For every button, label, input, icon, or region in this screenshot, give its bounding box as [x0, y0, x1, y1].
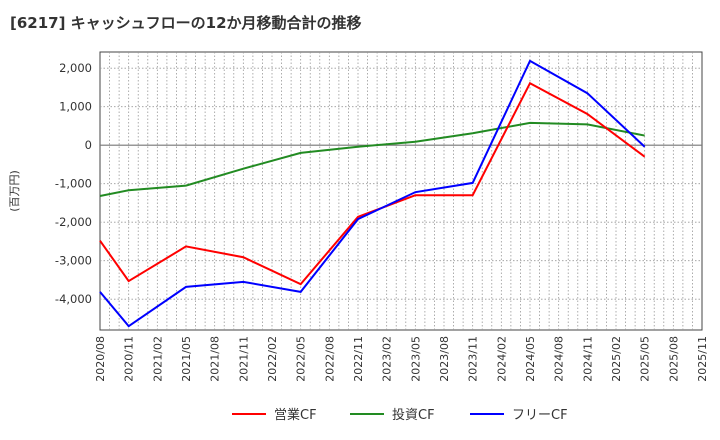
x-tick-label: 2025/08 — [667, 336, 680, 382]
chart-title: [6217] キャッシュフローの12か月移動合計の推移 — [10, 14, 362, 32]
y-tick-label: -4,000 — [55, 292, 92, 306]
x-tick-label: 2023/08 — [438, 336, 451, 382]
legend-label-0: 営業CF — [274, 407, 317, 423]
x-tick-label: 2023/02 — [381, 336, 394, 382]
x-tick-label: 2024/11 — [581, 336, 594, 382]
x-tick-label: 2022/08 — [323, 336, 336, 382]
x-tick-label: 2022/11 — [352, 336, 365, 382]
x-tick-label: 2025/11 — [696, 336, 709, 382]
y-tick-label: 2,000 — [59, 61, 92, 75]
y-tick-label: -3,000 — [55, 254, 92, 268]
x-tick-label: 2024/02 — [495, 336, 508, 382]
plot-area — [99, 51, 703, 331]
x-tick-label: 2025/02 — [610, 336, 623, 382]
x-tick-label: 2023/05 — [409, 336, 422, 382]
x-tick-label: 2023/11 — [467, 336, 480, 382]
x-tick-label: 2022/02 — [266, 336, 279, 382]
y-axis-label: (百万円) — [8, 170, 21, 212]
legend-label-2: フリーCF — [512, 408, 568, 423]
x-tick-label: 2020/11 — [123, 336, 136, 382]
x-tick-label: 2021/11 — [237, 336, 250, 382]
x-tick-label: 2021/02 — [151, 336, 164, 382]
y-tick-label: -2,000 — [55, 215, 92, 229]
x-tick-label: 2024/05 — [524, 336, 537, 382]
y-tick-label: 0 — [85, 138, 92, 152]
y-tick-label: 1,000 — [59, 100, 92, 114]
legend-label-1: 投資CF — [392, 407, 435, 423]
x-tick-label: 2021/05 — [180, 336, 193, 382]
x-tick-label: 2020/08 — [94, 336, 107, 382]
x-tick-label: 2024/08 — [553, 336, 566, 382]
x-tick-label: 2025/05 — [639, 336, 652, 382]
x-tick-label: 2021/08 — [209, 336, 222, 382]
y-tick-label: -1,000 — [55, 177, 92, 191]
x-tick-label: 2022/05 — [295, 336, 308, 382]
